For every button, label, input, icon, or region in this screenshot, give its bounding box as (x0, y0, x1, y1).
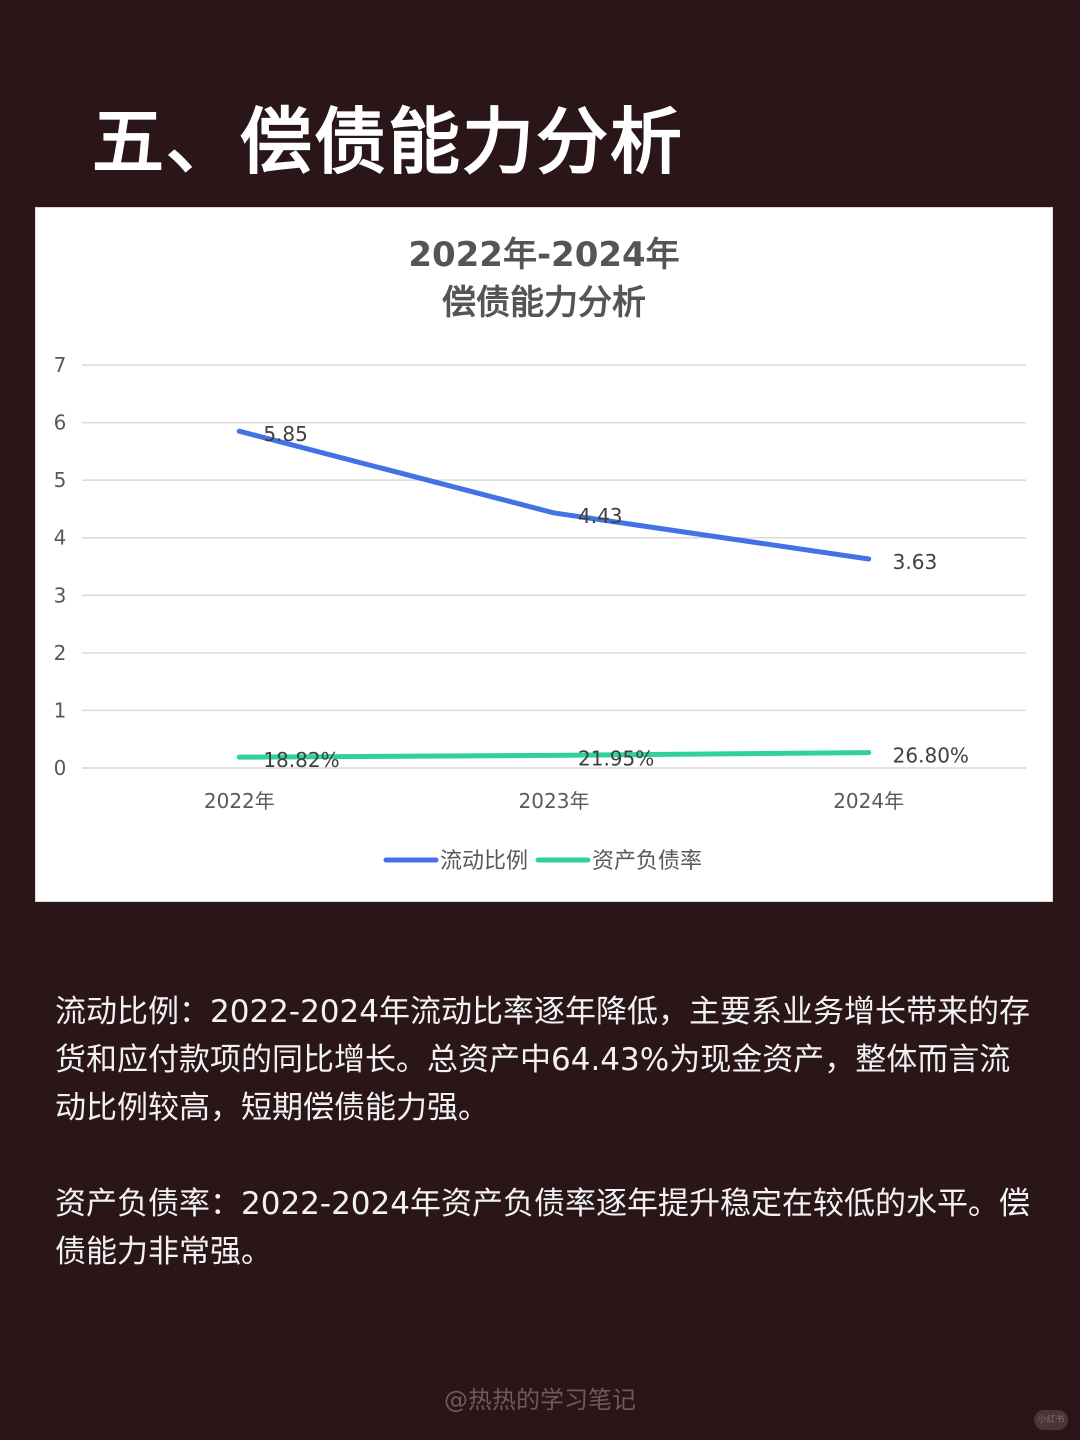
debt-ratio-paragraph: 资产负债率：2022-2024年资产负债率逐年提升稳定在较低的水平。偿债能力非常… (55, 1186, 1030, 1270)
chart-panel: 2022年-2024年 偿债能力分析 0 1 2 3 4 5 6 7 2022年 2023年 2024年… (35, 207, 1053, 902)
data-label-s2-1: 18.82% (263, 748, 339, 772)
page-heading: 五、偿债能力分析 (92, 100, 685, 184)
chart-title-line-1: 2022年-2024年 (408, 235, 679, 275)
series-line-1 (236, 428, 872, 562)
y-tick-label-7: 7 (54, 353, 67, 377)
data-point-s1-2 (551, 510, 557, 516)
legend-label-2: 资产负债率 (592, 849, 702, 874)
data-point-s1-1 (236, 428, 242, 434)
y-tick-label-0: 0 (54, 756, 67, 780)
chart-title-line-2: 偿债能力分析 (442, 283, 646, 323)
watermark: @热热的学习笔记 (444, 1386, 636, 1414)
x-tick-label-2: 2023年 (519, 789, 590, 813)
x-tick-label-3: 2024年 (833, 789, 904, 813)
x-tick-label-1: 2022年 (204, 789, 275, 813)
data-point-s1-3 (866, 556, 872, 562)
y-tick-label-1: 1 (54, 698, 67, 722)
y-tick-label-6: 6 (54, 411, 67, 435)
legend-label-1: 流动比例 (440, 849, 528, 874)
y-tick-label-4: 4 (54, 526, 67, 550)
y-tick-label-5: 5 (54, 468, 67, 492)
data-label-s1-1: 5.85 (263, 422, 308, 446)
data-point-s2-1 (236, 754, 242, 760)
y-tick-label-2: 2 (54, 641, 67, 665)
data-label-s2-2: 21.95% (578, 746, 654, 770)
data-point-s2-3 (866, 750, 872, 756)
corner-logo: 小红书 (1034, 1410, 1068, 1430)
data-label-s1-2: 4.43 (578, 504, 623, 528)
current-ratio-paragraph: 流动比例：2022-2024年流动比率逐年降低，主要系业务增长带来的存货和应付款… (55, 994, 1030, 1126)
y-tick-label-3: 3 (54, 583, 67, 607)
data-label-s1-3: 3.63 (893, 550, 938, 574)
data-point-s2-2 (551, 752, 557, 758)
data-label-s2-3: 26.80% (893, 744, 969, 768)
